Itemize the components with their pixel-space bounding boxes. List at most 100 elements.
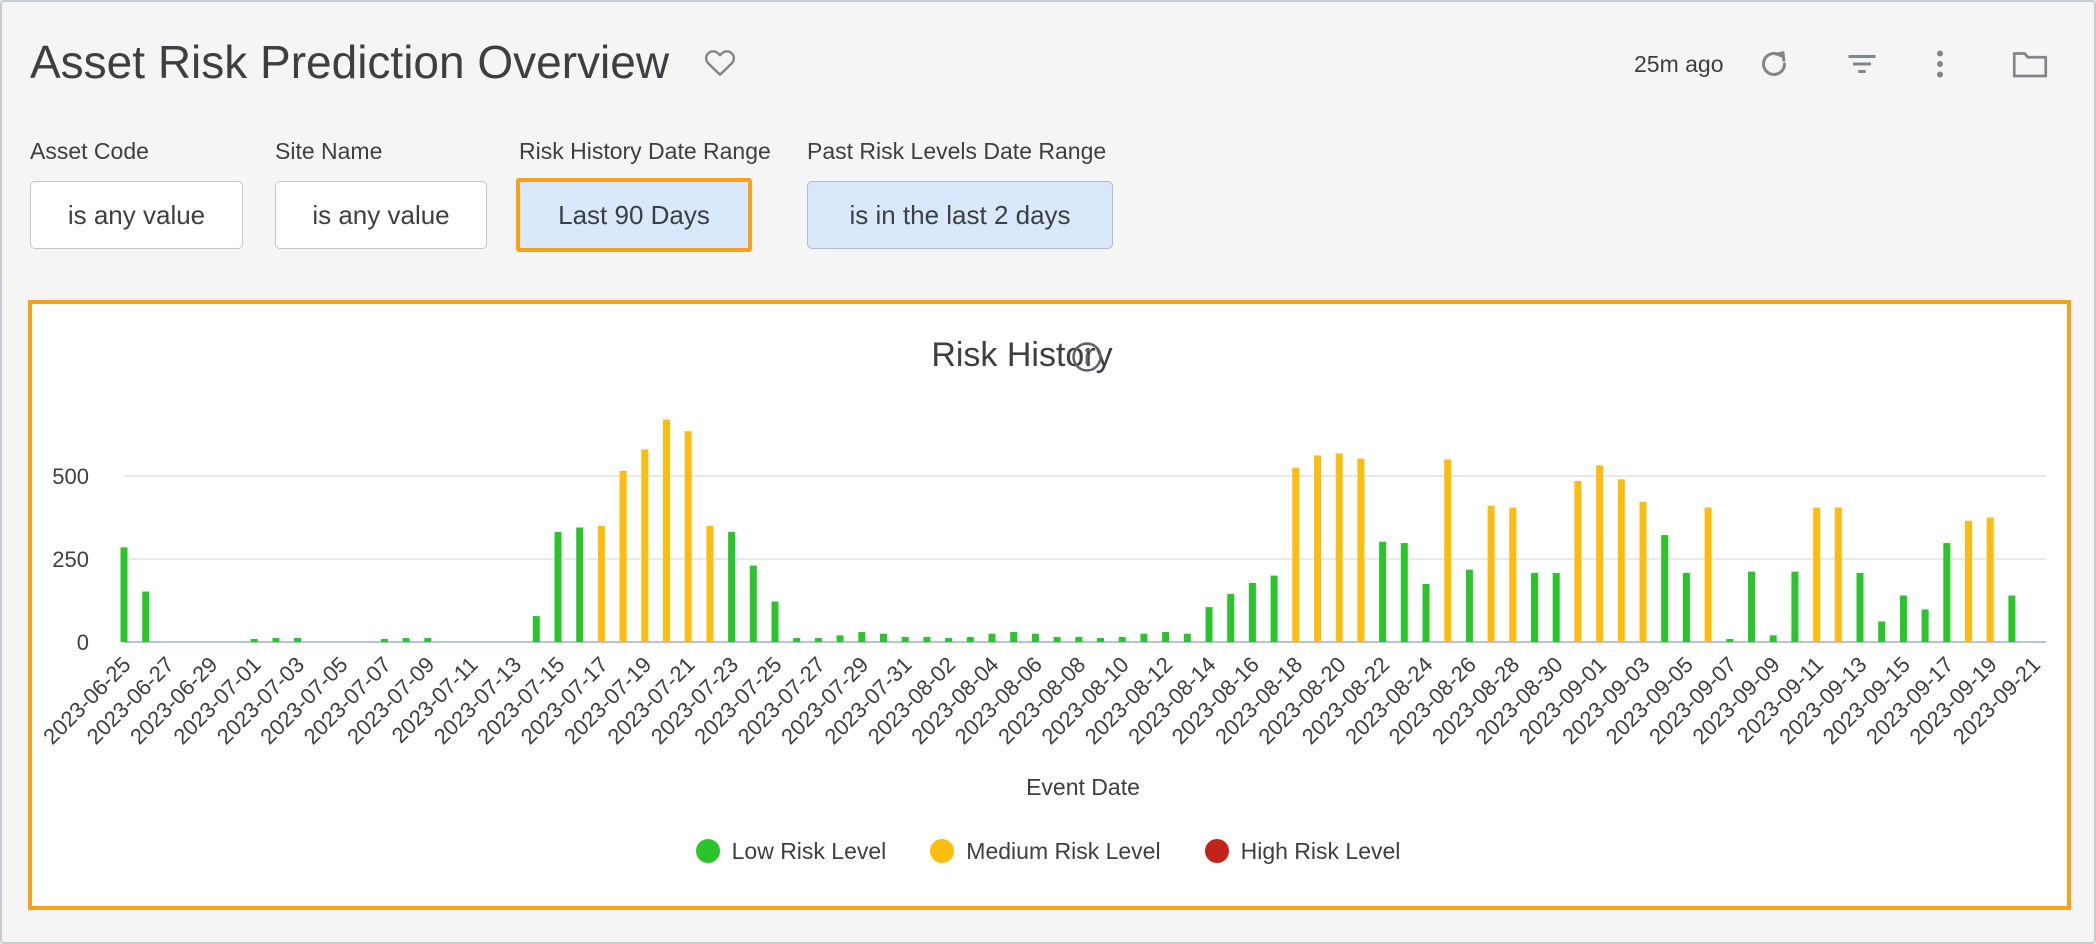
bar-medium-2023-09-11: [1813, 507, 1821, 642]
y-tick-label: 250: [52, 547, 89, 572]
bar-low-2023-08-01: [923, 637, 931, 642]
bar-low-2023-08-29: [1531, 572, 1538, 642]
chart-title-row: Risk History: [0, 330, 2096, 380]
chart-legend: Low Risk Level Medium Risk Level High Ri…: [0, 836, 2096, 866]
bar-low-2023-07-03: [294, 638, 302, 642]
bar-low-2023-07-07: [380, 639, 388, 642]
bar-low-2023-09-14: [1878, 621, 1886, 642]
legend-label-high: High Risk Level: [1240, 838, 1401, 864]
bar-low-2023-09-08: [1748, 571, 1755, 642]
bar-low-2023-08-07: [1053, 637, 1061, 642]
bar-low-2023-07-23: [728, 531, 736, 642]
bar-medium-2023-07-17: [597, 525, 605, 642]
bar-low-2023-08-03: [966, 637, 974, 642]
bar-low-2023-08-09: [1097, 638, 1104, 642]
bar-low-2023-08-11: [1140, 633, 1148, 642]
legend-item-high[interactable]: High Risk Level: [1204, 836, 1401, 866]
bar-low-2023-07-15: [554, 531, 562, 642]
bar-low-2023-08-22: [1379, 541, 1387, 642]
bar-medium-2023-07-19: [641, 449, 649, 642]
bar-medium-2023-08-20: [1335, 453, 1343, 642]
bar-low-2023-06-25: [120, 547, 128, 642]
y-tick-label: 500: [52, 464, 89, 489]
bar-low-2023-07-14: [532, 616, 540, 642]
bar-low-2023-09-20: [2008, 595, 2016, 642]
legend-item-low[interactable]: Low Risk Level: [695, 836, 886, 866]
bar-low-2023-07-01: [250, 639, 258, 642]
legend-swatch-high: [1204, 839, 1229, 863]
bar-medium-2023-07-21: [684, 431, 692, 642]
bar-low-2023-07-31: [901, 637, 909, 642]
legend-swatch-low: [695, 839, 720, 863]
bar-medium-2023-09-18: [1965, 520, 1972, 642]
bar-medium-2023-07-22: [706, 525, 714, 642]
chart-title: Risk History: [931, 336, 1113, 374]
bar-medium-2023-08-27: [1487, 505, 1495, 642]
past-risk-levels-date-range-filter[interactable]: is in the last 2 days: [807, 181, 1113, 249]
bar-low-2023-09-15: [1899, 595, 1907, 642]
bar-low-2023-07-08: [402, 638, 410, 642]
bar-low-2023-08-06: [1031, 633, 1039, 642]
bar-medium-2023-08-21: [1357, 458, 1365, 642]
bar-medium-2023-07-18: [619, 471, 627, 642]
bar-low-2023-07-25: [771, 601, 779, 642]
bar-low-2023-08-14: [1205, 607, 1213, 642]
bar-medium-2023-09-03: [1639, 501, 1647, 642]
bar-medium-2023-09-19: [1986, 517, 1994, 642]
bar-medium-2023-08-18: [1292, 467, 1300, 642]
bar-medium-2023-08-25: [1444, 459, 1452, 642]
filter-label-asset-code: Asset Code: [30, 138, 149, 164]
bar-low-2023-07-02: [272, 638, 280, 642]
bar-low-2023-08-17: [1270, 575, 1278, 642]
bar-medium-2023-09-12: [1834, 507, 1842, 642]
folder-icon[interactable]: [2010, 46, 2050, 82]
bar-low-2023-08-24: [1422, 583, 1430, 642]
risk-history-date-range-filter[interactable]: Last 90 Days: [516, 178, 752, 252]
bar-medium-2023-08-28: [1509, 507, 1517, 642]
bar-low-2023-07-16: [576, 527, 584, 642]
legend-item-medium[interactable]: Medium Risk Level: [930, 836, 1161, 866]
bar-low-2023-09-07: [1726, 639, 1734, 642]
bar-low-2023-08-15: [1227, 593, 1235, 642]
asset-code-filter[interactable]: is any value: [30, 181, 243, 249]
legend-swatch-medium: [930, 839, 955, 863]
legend-label-medium: Medium Risk Level: [966, 838, 1161, 864]
filter-icon[interactable]: [1844, 46, 1880, 82]
bar-medium-2023-09-02: [1617, 479, 1625, 642]
bar-low-2023-09-17: [1943, 543, 1951, 642]
bar-low-2023-08-02: [945, 638, 953, 642]
bar-low-2023-09-05: [1682, 572, 1690, 642]
bar-low-2023-09-09: [1769, 635, 1777, 642]
bar-low-2023-08-05: [1010, 632, 1018, 642]
bar-low-2023-09-13: [1856, 572, 1864, 642]
site-name-filter[interactable]: is any value: [275, 181, 487, 249]
bar-medium-2023-08-31: [1574, 480, 1582, 642]
bar-low-2023-08-04: [988, 633, 996, 642]
bar-low-2023-07-30: [880, 633, 887, 642]
bar-low-2023-07-26: [793, 638, 801, 642]
bar-low-2023-08-08: [1075, 637, 1083, 642]
bar-low-2023-08-12: [1162, 632, 1170, 642]
bar-low-2023-06-26: [142, 591, 150, 642]
bar-low-2023-08-13: [1183, 633, 1191, 642]
filter-label-risk-history-date-range: Risk History Date Range: [519, 138, 771, 164]
info-icon[interactable]: [1070, 340, 1104, 374]
bar-low-2023-07-24: [749, 565, 757, 642]
heart-icon[interactable]: [702, 44, 738, 80]
bar-low-2023-07-28: [836, 635, 844, 642]
bar-low-2023-09-10: [1791, 571, 1799, 642]
filter-label-site-name: Site Name: [275, 138, 383, 164]
bar-low-2023-07-29: [858, 632, 866, 642]
y-tick-label: 0: [77, 630, 89, 655]
bar-low-2023-08-30: [1552, 572, 1560, 642]
bar-low-2023-07-09: [424, 638, 432, 642]
bar-medium-2023-07-20: [663, 419, 670, 642]
bar-low-2023-08-23: [1400, 543, 1408, 642]
bar-medium-2023-09-01: [1596, 465, 1604, 642]
last-updated-text: 25m ago: [1634, 51, 1724, 77]
more-vertical-icon[interactable]: [1922, 46, 1958, 82]
page-title: Asset Risk Prediction Overview: [30, 36, 670, 88]
bar-low-2023-08-10: [1118, 637, 1126, 642]
refresh-icon[interactable]: [1756, 46, 1792, 82]
bar-low-2023-09-04: [1661, 535, 1669, 642]
